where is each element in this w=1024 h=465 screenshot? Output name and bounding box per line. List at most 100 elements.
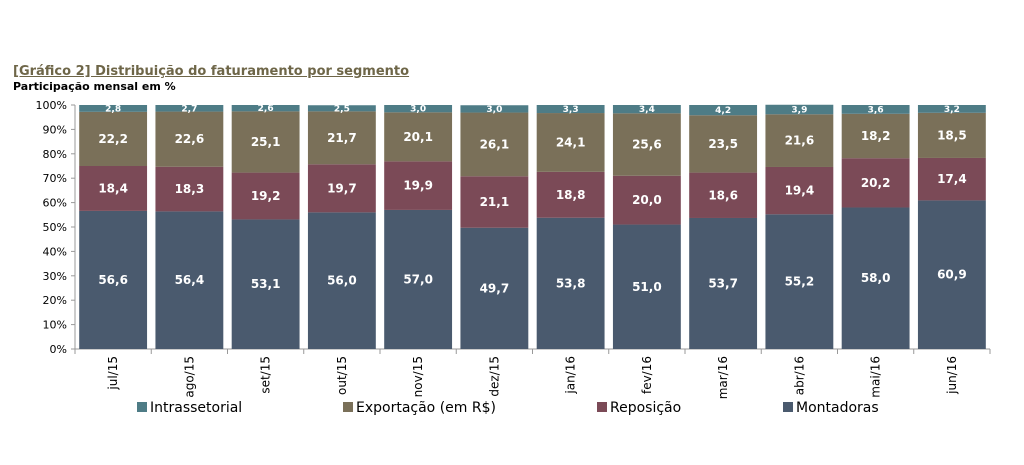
bar-segment-montadoras bbox=[384, 209, 453, 349]
y-tick-label: 0% bbox=[50, 343, 67, 356]
bar-segment-intrassetorial bbox=[79, 105, 148, 112]
data-label: 21,6 bbox=[785, 134, 815, 148]
legend-swatch bbox=[597, 402, 607, 412]
bar-segment-montadoras bbox=[307, 212, 376, 349]
bar-segment-exporta-o-em-r- bbox=[384, 112, 453, 162]
bar-segment-montadoras bbox=[689, 217, 758, 349]
x-tick-label: set/15 bbox=[259, 356, 273, 394]
x-tick-label: mar/16 bbox=[716, 356, 730, 399]
data-label: 19,4 bbox=[785, 184, 815, 198]
bar-segment-intrassetorial bbox=[841, 105, 910, 114]
legend-swatch bbox=[343, 402, 353, 412]
y-tick-label: 20% bbox=[43, 294, 67, 307]
bar-segment-montadoras bbox=[612, 224, 681, 349]
data-label: 3,3 bbox=[563, 105, 579, 115]
data-label: 20,2 bbox=[861, 176, 891, 190]
data-label: 22,6 bbox=[175, 132, 205, 146]
data-label: 26,1 bbox=[480, 137, 510, 151]
data-label: 53,7 bbox=[708, 276, 738, 290]
bar-segment-intrassetorial bbox=[612, 105, 681, 114]
x-tick-label: jul/15 bbox=[106, 356, 120, 391]
bar-segment-montadoras bbox=[917, 200, 986, 349]
bar-segment-intrassetorial bbox=[460, 105, 529, 113]
bar-segment-exporta-o-em-r- bbox=[917, 112, 986, 158]
y-tick-label: 100% bbox=[36, 99, 67, 112]
bar-segment-intrassetorial bbox=[307, 105, 376, 112]
bar-segment-reposi-o bbox=[231, 172, 300, 220]
x-tick-label: nov/15 bbox=[411, 356, 425, 397]
x-tick-label: jan/16 bbox=[564, 356, 578, 395]
bar-segment-exporta-o-em-r- bbox=[536, 113, 605, 172]
legend-label: Montadoras bbox=[796, 400, 879, 416]
x-tick-label: dez/15 bbox=[487, 356, 501, 397]
bar-segment-reposi-o bbox=[612, 175, 681, 225]
bar-segment-reposi-o bbox=[384, 161, 453, 210]
data-label: 3,9 bbox=[791, 106, 807, 116]
data-label: 58,0 bbox=[861, 271, 891, 285]
bar-segment-reposi-o bbox=[79, 166, 148, 211]
bar-segment-reposi-o bbox=[689, 172, 758, 218]
bar-segment-montadoras bbox=[155, 211, 224, 349]
bar-segment-intrassetorial bbox=[384, 105, 453, 113]
data-label: 2,6 bbox=[258, 104, 274, 114]
bar-segment-exporta-o-em-r- bbox=[612, 113, 681, 176]
x-tick-label: ago/15 bbox=[182, 356, 196, 398]
data-label: 56,6 bbox=[98, 273, 128, 287]
y-tick-label: 40% bbox=[43, 245, 67, 258]
bar-segment-reposi-o bbox=[155, 166, 224, 212]
legend-swatch bbox=[137, 402, 147, 412]
chart-subtitle: Participação mensal em % bbox=[13, 80, 176, 93]
x-tick-label: abr/16 bbox=[792, 356, 806, 395]
bar-segment-montadoras bbox=[765, 214, 834, 349]
data-label: 3,4 bbox=[639, 105, 655, 115]
data-label: 18,3 bbox=[175, 182, 205, 196]
data-label: 25,6 bbox=[632, 138, 662, 152]
data-label: 53,8 bbox=[556, 276, 586, 290]
data-label: 18,8 bbox=[556, 188, 586, 202]
data-label: 19,2 bbox=[251, 189, 281, 203]
x-tick-label: out/15 bbox=[335, 356, 349, 395]
legend-label: Reposição bbox=[610, 400, 681, 416]
chart-title: [Gráfico 2] Distribuição do faturamento … bbox=[13, 64, 410, 79]
bar-segment-reposi-o bbox=[460, 176, 529, 228]
bar-segment-reposi-o bbox=[765, 166, 834, 215]
y-tick-label: 10% bbox=[43, 319, 67, 332]
data-label: 3,0 bbox=[486, 105, 502, 115]
bar-segment-reposi-o bbox=[536, 171, 605, 218]
data-label: 56,4 bbox=[175, 273, 205, 287]
data-label: 24,1 bbox=[556, 135, 586, 149]
data-label: 49,7 bbox=[480, 281, 510, 295]
data-label: 20,1 bbox=[403, 130, 433, 144]
data-label: 25,1 bbox=[251, 135, 281, 149]
bar-segment-montadoras bbox=[536, 217, 605, 349]
data-label: 2,7 bbox=[181, 104, 197, 114]
bar-segment-exporta-o-em-r- bbox=[460, 112, 529, 177]
legend-label: Intrassetorial bbox=[150, 400, 242, 416]
bar-segment-reposi-o bbox=[307, 164, 376, 213]
y-tick-label: 50% bbox=[43, 221, 67, 234]
y-tick-label: 30% bbox=[43, 270, 67, 283]
bar-segment-montadoras bbox=[460, 227, 529, 349]
bar-segment-montadoras bbox=[841, 207, 910, 349]
data-label: 19,9 bbox=[403, 179, 433, 193]
data-label: 60,9 bbox=[937, 268, 967, 282]
bar-segment-exporta-o-em-r- bbox=[841, 113, 910, 159]
data-label: 55,2 bbox=[785, 275, 815, 289]
data-label: 53,1 bbox=[251, 277, 281, 291]
y-tick-label: 60% bbox=[43, 197, 67, 210]
bar-segment-intrassetorial bbox=[689, 105, 758, 116]
data-label: 56,0 bbox=[327, 274, 357, 288]
data-label: 21,1 bbox=[480, 195, 510, 209]
data-label: 18,5 bbox=[937, 128, 967, 142]
data-label: 19,7 bbox=[327, 181, 357, 195]
bar-segment-intrassetorial bbox=[765, 104, 834, 115]
bar-segment-exporta-o-em-r- bbox=[155, 111, 224, 167]
y-tick-label: 80% bbox=[43, 148, 67, 161]
legend-swatch bbox=[783, 402, 793, 412]
data-label: 3,0 bbox=[410, 105, 426, 115]
bar-segment-exporta-o-em-r- bbox=[765, 114, 834, 167]
data-label: 4,2 bbox=[715, 106, 731, 116]
bar-segment-exporta-o-em-r- bbox=[689, 115, 758, 173]
x-tick-label: jun/16 bbox=[945, 356, 959, 395]
